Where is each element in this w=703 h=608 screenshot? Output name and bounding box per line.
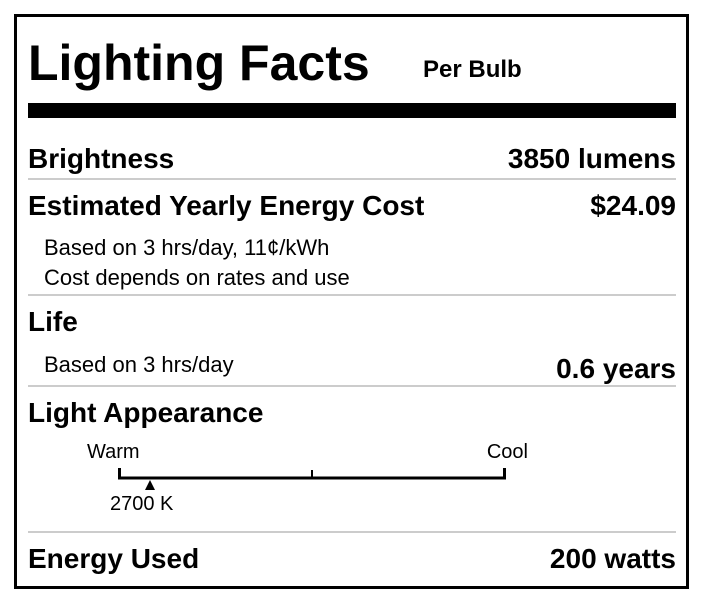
- subtitle: Per Bulb: [423, 56, 522, 83]
- appearance-scale: [118, 468, 506, 480]
- scale-right-label: Cool: [487, 441, 528, 463]
- thick-rule: [28, 103, 676, 118]
- scale-marker: [145, 480, 155, 490]
- life-value: 0.6 years: [556, 353, 676, 384]
- scale-left-label: Warm: [87, 441, 140, 463]
- brightness-label: Brightness: [28, 143, 174, 174]
- energy-cost-value: $24.09: [590, 190, 676, 221]
- appearance-label: Light Appearance: [28, 397, 263, 428]
- marker-label: 2700 K: [110, 493, 174, 515]
- energy-cost-note: Cost depends on rates and use: [44, 265, 350, 290]
- energy-cost-note: Based on 3 hrs/day, 11¢/kWh: [44, 235, 329, 260]
- energy-cost-label: Estimated Yearly Energy Cost: [28, 190, 424, 221]
- title: Lighting Facts: [28, 35, 370, 91]
- life-label: Life: [28, 306, 78, 337]
- brightness-value: 3850 lumens: [508, 143, 676, 174]
- energy-used-label: Energy Used: [28, 543, 199, 574]
- energy-used-value: 200 watts: [550, 543, 676, 574]
- life-note: Based on 3 hrs/day: [44, 352, 234, 377]
